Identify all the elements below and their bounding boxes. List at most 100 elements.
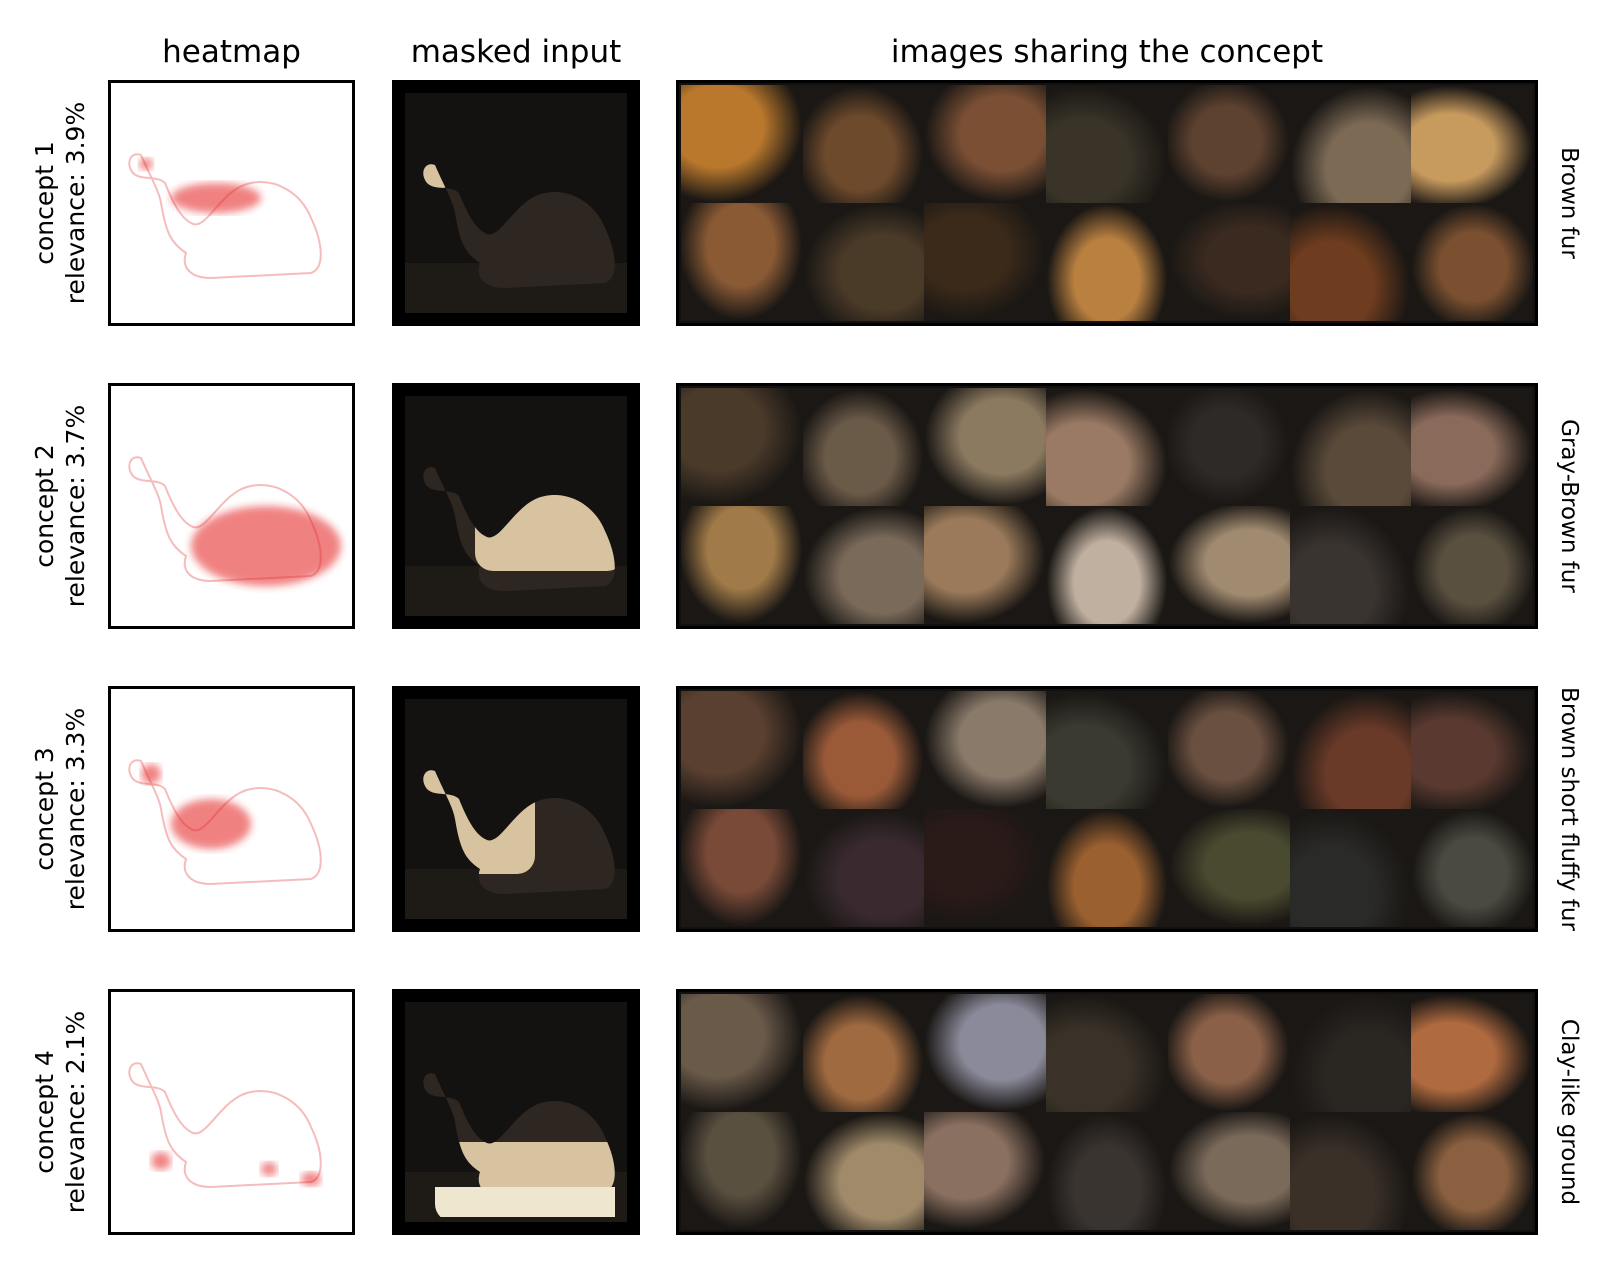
- sample-thumbnail: [1411, 203, 1533, 321]
- sample-thumbnail: [1046, 809, 1168, 927]
- concept-name-label: Brown short fluffy fur: [1556, 687, 1582, 931]
- concept-label: concept 4: [30, 1050, 59, 1174]
- sample-thumbnail: [924, 994, 1047, 1112]
- samples-panel: [676, 383, 1538, 629]
- sample-thumbnail: [802, 203, 925, 321]
- heatmap-image: [128, 153, 322, 280]
- masked-input-panel: [392, 989, 640, 1235]
- concept-name-label: Brown fur: [1556, 147, 1582, 259]
- sample-thumbnail: [802, 388, 925, 506]
- row-label: concept 4 relevance: 2.1%: [28, 989, 92, 1235]
- sample-thumbnail: [1046, 203, 1168, 321]
- heatmap-panel: [108, 80, 355, 326]
- sample-thumbnail: [681, 506, 803, 624]
- concept-row: concept 4 relevance: 2.1%: [0, 989, 1600, 1235]
- masked-input-image: [405, 770, 627, 919]
- sample-thumbnail: [1167, 1112, 1290, 1230]
- heatmap-panel: [108, 989, 355, 1235]
- header-masked-input: masked input: [410, 34, 622, 70]
- header-samples: images sharing the concept: [890, 34, 1324, 70]
- sample-thumbnail: [924, 809, 1047, 927]
- sample-thumbnail: [1046, 388, 1168, 506]
- sample-thumbnail: [1289, 809, 1412, 927]
- samples-panel: [676, 989, 1538, 1235]
- sample-thumbnail: [1046, 994, 1168, 1112]
- concept-name: Gray-Brown fur: [1538, 383, 1600, 629]
- relevance-label: relevance: 3.7%: [61, 404, 90, 608]
- sample-thumbnail: [1046, 1112, 1168, 1230]
- sample-thumbnail: [1411, 1112, 1533, 1230]
- sample-thumbnail: [1289, 203, 1412, 321]
- masked-input-panel: [392, 383, 640, 629]
- heatmap-image: [128, 759, 322, 886]
- header-heatmap: heatmap: [162, 34, 301, 70]
- heatmap-panel: [108, 383, 355, 629]
- sample-thumbnail: [1411, 994, 1533, 1112]
- sample-thumbnail: [924, 85, 1047, 203]
- sample-thumbnail: [1167, 809, 1290, 927]
- concept-name: Clay-like ground: [1538, 989, 1600, 1235]
- sample-thumbnail: [1411, 388, 1533, 506]
- sample-thumbnail: [1289, 388, 1412, 506]
- sample-thumbnail: [802, 1112, 925, 1230]
- sample-thumbnail: [924, 203, 1047, 321]
- concept-label: concept 1: [30, 141, 59, 265]
- relevance-label: relevance: 2.1%: [61, 1010, 90, 1214]
- sample-thumbnail: [681, 1112, 803, 1230]
- masked-input-image: [405, 164, 627, 313]
- masked-input-panel: [392, 686, 640, 932]
- sample-thumbnail: [1167, 691, 1290, 809]
- sample-thumbnail: [1046, 691, 1168, 809]
- sample-thumbnail: [1289, 1112, 1412, 1230]
- sample-thumbnail: [1289, 506, 1412, 624]
- heatmap-image: [128, 456, 341, 586]
- row-label: concept 1 relevance: 3.9%: [28, 80, 92, 326]
- sample-thumbnail: [924, 388, 1047, 506]
- sample-thumbnail: [1411, 506, 1533, 624]
- concept-name-label: Gray-Brown fur: [1556, 419, 1582, 593]
- sample-thumbnail: [802, 691, 925, 809]
- heatmap-panel: [108, 686, 355, 932]
- samples-panel: [676, 686, 1538, 932]
- concept-label: concept 3: [30, 747, 59, 871]
- sample-thumbnail: [924, 691, 1047, 809]
- relevance-label: relevance: 3.3%: [61, 707, 90, 911]
- concept-name: Brown short fluffy fur: [1538, 686, 1600, 932]
- sample-thumbnail: [802, 809, 925, 927]
- sample-thumbnail: [681, 994, 803, 1112]
- sample-thumbnail: [681, 85, 803, 203]
- sample-thumbnail: [1167, 506, 1290, 624]
- sample-thumbnail: [681, 691, 803, 809]
- sample-thumbnail: [1411, 85, 1533, 203]
- sample-thumbnail: [1411, 691, 1533, 809]
- sample-thumbnail: [1167, 994, 1290, 1112]
- row-label: concept 3 relevance: 3.3%: [28, 686, 92, 932]
- sample-thumbnail: [681, 203, 803, 321]
- sample-thumbnail: [1167, 388, 1290, 506]
- sample-thumbnail: [1289, 994, 1412, 1112]
- concept-row: concept 3 relevance: 3.3%: [0, 686, 1600, 932]
- concept-row: concept 2 relevance: 3.7%: [0, 383, 1600, 629]
- sample-thumbnail: [802, 85, 925, 203]
- masked-input-panel: [392, 80, 640, 326]
- heatmap-image: [128, 1062, 322, 1189]
- sample-thumbnail: [924, 1112, 1047, 1230]
- concept-name-label: Clay-like ground: [1556, 1018, 1582, 1206]
- sample-thumbnail: [1046, 85, 1168, 203]
- masked-input-image: [405, 1073, 627, 1222]
- sample-thumbnail: [1167, 203, 1290, 321]
- concept-row: concept 1 relevance: 3.9%: [0, 80, 1600, 326]
- sample-thumbnail: [802, 994, 925, 1112]
- sample-thumbnail: [681, 809, 803, 927]
- sample-thumbnail: [1289, 691, 1412, 809]
- masked-input-image: [405, 467, 627, 616]
- relevance-label: relevance: 3.9%: [61, 101, 90, 305]
- sample-thumbnail: [924, 506, 1047, 624]
- sample-thumbnail: [1289, 85, 1412, 203]
- concept-label: concept 2: [30, 444, 59, 568]
- row-label: concept 2 relevance: 3.7%: [28, 383, 92, 629]
- sample-thumbnail: [1046, 506, 1168, 624]
- sample-thumbnail: [1167, 85, 1290, 203]
- concept-name: Brown fur: [1538, 80, 1600, 326]
- sample-thumbnail: [1411, 809, 1533, 927]
